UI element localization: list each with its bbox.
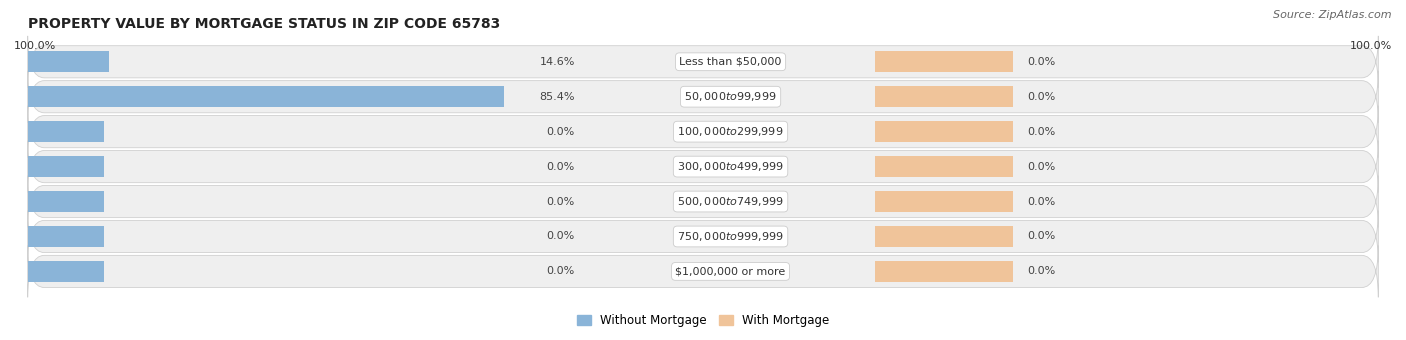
Text: 0.0%: 0.0% <box>1026 267 1054 276</box>
FancyBboxPatch shape <box>28 106 1378 157</box>
FancyBboxPatch shape <box>28 36 1378 88</box>
Bar <box>28 226 104 247</box>
Text: 0.0%: 0.0% <box>1026 57 1054 67</box>
FancyBboxPatch shape <box>28 71 1378 122</box>
Bar <box>28 156 104 177</box>
Bar <box>28 191 104 212</box>
Text: 100.0%: 100.0% <box>14 41 56 51</box>
Text: $750,000 to $999,999: $750,000 to $999,999 <box>678 230 785 243</box>
Text: 0.0%: 0.0% <box>1026 92 1054 102</box>
Text: Source: ZipAtlas.com: Source: ZipAtlas.com <box>1274 10 1392 20</box>
Bar <box>876 261 1014 282</box>
Text: 85.4%: 85.4% <box>540 92 575 102</box>
Text: $1,000,000 or more: $1,000,000 or more <box>675 267 786 276</box>
Legend: Without Mortgage, With Mortgage: Without Mortgage, With Mortgage <box>572 309 834 332</box>
Bar <box>28 261 104 282</box>
Bar <box>876 121 1014 142</box>
Text: 0.0%: 0.0% <box>547 162 575 172</box>
Text: 0.0%: 0.0% <box>1026 162 1054 172</box>
FancyBboxPatch shape <box>28 141 1378 192</box>
Text: 0.0%: 0.0% <box>547 232 575 241</box>
FancyBboxPatch shape <box>28 210 1378 262</box>
Bar <box>876 191 1014 212</box>
Text: $500,000 to $749,999: $500,000 to $749,999 <box>678 195 785 208</box>
Text: $300,000 to $499,999: $300,000 to $499,999 <box>678 160 785 173</box>
Bar <box>28 121 104 142</box>
Bar <box>28 86 505 107</box>
Text: 0.0%: 0.0% <box>547 127 575 137</box>
Text: $50,000 to $99,999: $50,000 to $99,999 <box>685 90 776 103</box>
Text: 14.6%: 14.6% <box>540 57 575 67</box>
FancyBboxPatch shape <box>28 176 1378 227</box>
Text: 0.0%: 0.0% <box>1026 127 1054 137</box>
Text: Less than $50,000: Less than $50,000 <box>679 57 782 67</box>
Bar <box>876 51 1014 72</box>
Bar <box>876 156 1014 177</box>
Bar <box>876 86 1014 107</box>
Text: 0.0%: 0.0% <box>547 197 575 206</box>
Text: $100,000 to $299,999: $100,000 to $299,999 <box>678 125 783 138</box>
Bar <box>876 226 1014 247</box>
Text: 100.0%: 100.0% <box>1350 41 1392 51</box>
Bar <box>28 51 110 72</box>
Text: 0.0%: 0.0% <box>547 267 575 276</box>
Text: 0.0%: 0.0% <box>1026 232 1054 241</box>
Text: PROPERTY VALUE BY MORTGAGE STATUS IN ZIP CODE 65783: PROPERTY VALUE BY MORTGAGE STATUS IN ZIP… <box>28 17 501 31</box>
FancyBboxPatch shape <box>28 245 1378 297</box>
Text: 0.0%: 0.0% <box>1026 197 1054 206</box>
